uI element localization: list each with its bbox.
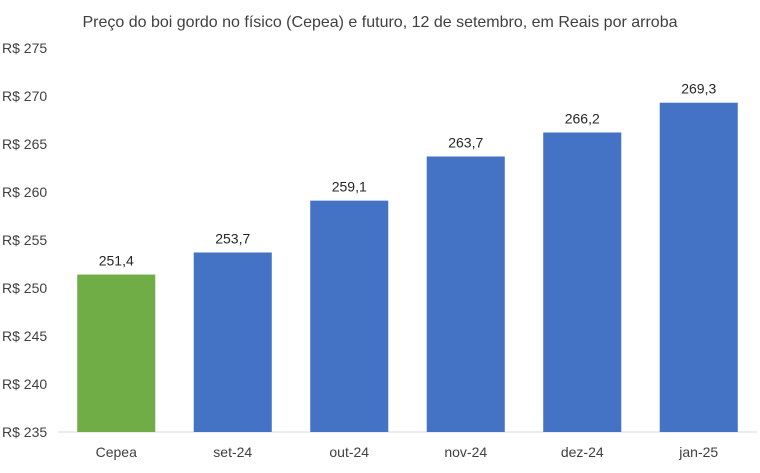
data-label: 251,4 (99, 253, 134, 269)
bar (310, 201, 388, 432)
y-tick-label: R$ 235 (2, 424, 47, 440)
x-tick-label: set-24 (213, 444, 252, 460)
x-tick-label: out-24 (329, 444, 369, 460)
x-tick-label: dez-24 (561, 444, 604, 460)
data-label: 263,7 (448, 134, 483, 150)
y-tick-label: R$ 250 (2, 280, 47, 296)
bar (77, 275, 155, 432)
data-label: 259,1 (332, 179, 367, 195)
y-tick-label: R$ 270 (2, 88, 47, 104)
y-tick-label: R$ 260 (2, 184, 47, 200)
bar (194, 252, 272, 432)
x-tick-label: nov-24 (444, 444, 487, 460)
x-tick-label: jan-25 (678, 444, 718, 460)
y-tick-label: R$ 275 (2, 40, 47, 56)
bar (660, 103, 738, 432)
data-label: 269,3 (681, 81, 716, 97)
data-label: 266,2 (565, 110, 600, 126)
y-tick-label: R$ 255 (2, 232, 47, 248)
x-tick-label: Cepea (96, 444, 137, 460)
y-tick-label: R$ 245 (2, 328, 47, 344)
bar (427, 156, 505, 432)
y-tick-label: R$ 240 (2, 376, 47, 392)
bar (543, 132, 621, 432)
data-label: 253,7 (215, 230, 250, 246)
y-tick-label: R$ 265 (2, 136, 47, 152)
